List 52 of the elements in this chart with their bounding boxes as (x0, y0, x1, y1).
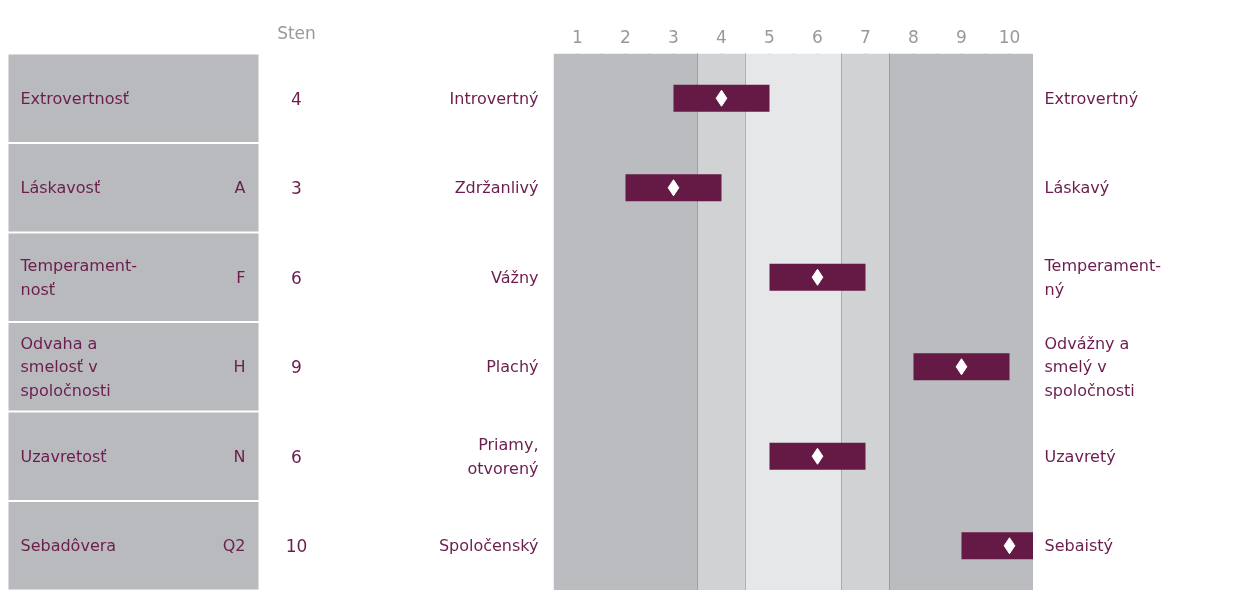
x-tick-label: 3 (668, 26, 679, 47)
text: Odvaha a smelosť v spoločnosti (20, 333, 111, 400)
text: Sten (277, 22, 316, 43)
point (811, 447, 824, 465)
text: 10 (285, 536, 308, 557)
point (715, 89, 728, 107)
text: Q2 (222, 536, 246, 556)
y-tick-label: Introvertný (449, 88, 539, 108)
bar (769, 263, 866, 291)
text: Temperament- nosť (19, 255, 137, 299)
point (811, 268, 824, 286)
text: Láskavý (1044, 178, 1110, 198)
x-tick-label: 7 (860, 26, 871, 47)
text: 3 (291, 178, 302, 199)
x-tick-label: 4 (716, 26, 727, 47)
text: 9 (291, 357, 302, 378)
text: Temperament- ný (1043, 255, 1161, 299)
text: Extrovertný (1044, 88, 1139, 108)
y-tick-label: Spoločenský (438, 536, 539, 556)
y-tick-label: Zdržanlivý (454, 178, 539, 198)
point (667, 179, 680, 197)
bar (673, 84, 770, 112)
text: F (236, 267, 246, 287)
x-tick-label: 1 (572, 26, 583, 47)
text: Láskavosť (20, 178, 101, 198)
x-tick-label: 9 (956, 26, 967, 47)
text: H (233, 357, 246, 377)
text: 4 (291, 88, 302, 109)
text: 6 (291, 446, 302, 467)
y-tick-label: Plachý (486, 357, 539, 377)
bar (625, 174, 722, 202)
text: Extrovertnosť (20, 88, 130, 108)
bar (961, 532, 1033, 560)
x-tick-label: 10 (998, 26, 1021, 47)
text: A (234, 178, 246, 198)
bar (913, 353, 1010, 381)
y-tick-label: Vážny (490, 267, 539, 287)
text: Odvážny a smelý v spoločnosti (1044, 333, 1135, 400)
x-tick-label: 5 (764, 26, 775, 47)
text: Uzavretý (1044, 446, 1116, 466)
point (1003, 537, 1016, 555)
text: Sebadôvera (20, 536, 117, 556)
text: 6 (291, 267, 302, 288)
x-tick-label: 6 (812, 26, 823, 47)
x-tick-label: 2 (620, 26, 631, 47)
x-tick-label: 8 (908, 26, 919, 47)
text: Uzavretosť (20, 446, 107, 466)
point (955, 358, 968, 376)
text: N (233, 446, 246, 466)
text: Sebaistý (1044, 536, 1113, 556)
y-tick-label: Priamy, otvorený (467, 434, 539, 478)
bar (769, 442, 866, 470)
